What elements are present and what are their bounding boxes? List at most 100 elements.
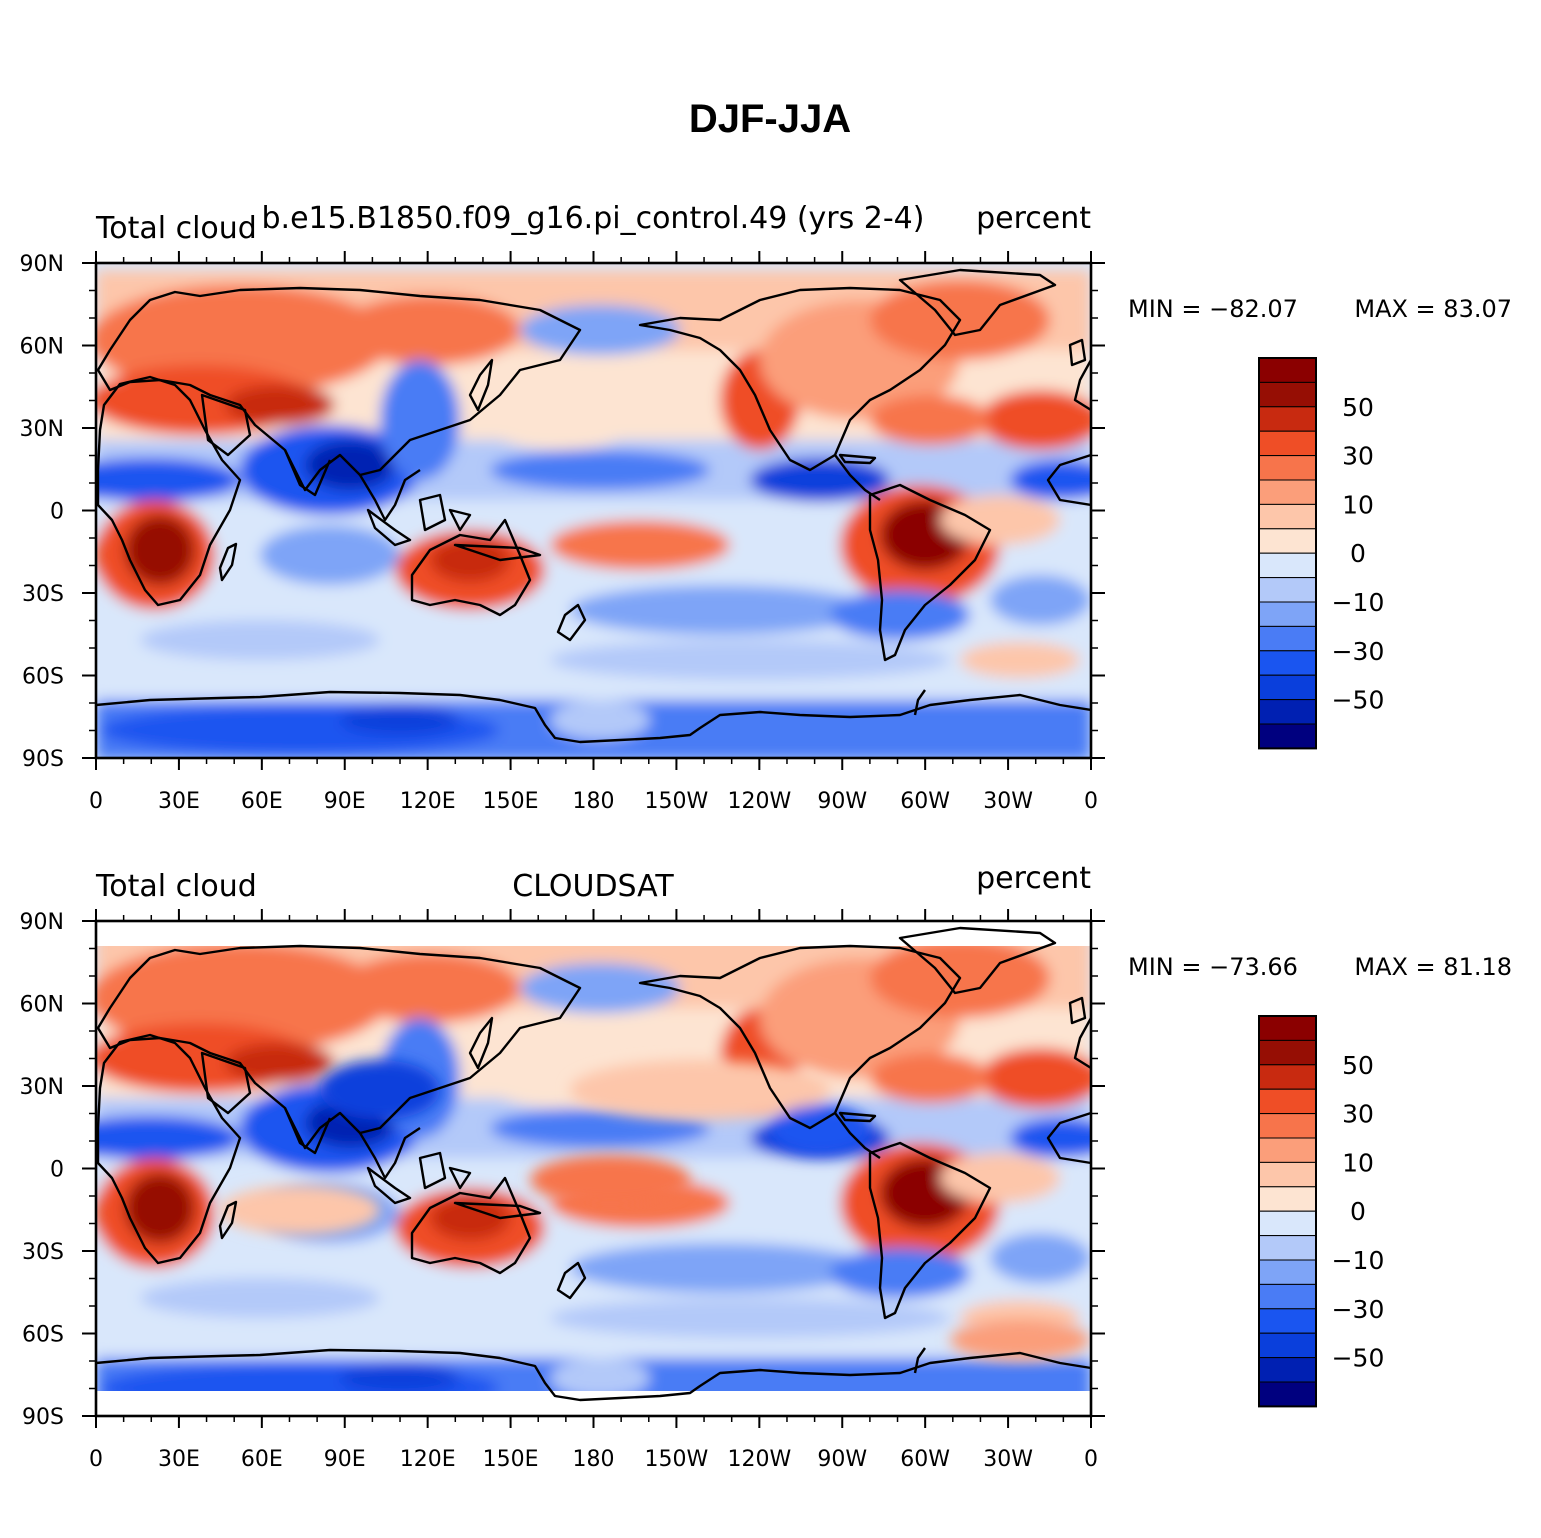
lat-tick-label: 0 [50,500,64,525]
panel-2-right-label: percent [976,861,1091,896]
colorbar-label: −10 [1332,588,1385,617]
colorbar-swatch [1258,528,1317,554]
lat-tick-label: 30S [22,1240,64,1265]
colorbar-swatch [1258,1039,1317,1066]
colorbar-swatch [1258,1210,1317,1237]
colorbar-label: 0 [1350,539,1366,568]
lon-tick-label: 60W [900,1447,950,1472]
colorbar-label: −10 [1332,1246,1385,1275]
figure-title: DJF-JJA [689,97,851,141]
colorbar-swatch [1258,625,1317,652]
colorbar-label: −50 [1332,686,1385,715]
colorbar-swatch [1258,1161,1317,1188]
lon-tick-label: 0 [1084,1447,1098,1472]
lat-tick-label: 90S [22,747,64,772]
colorbar-frame [1258,1015,1317,1408]
colorbar-swatch [1258,601,1317,627]
colorbar-swatch [1258,357,1317,383]
lon-tick-label: 120W [727,1447,791,1472]
colorbar-swatch [1258,479,1317,505]
panel-2-left-label: Total cloud [95,869,257,904]
colorbar-swatch [1258,1064,1317,1090]
colorbar-swatch [1258,723,1317,749]
panel-model: Total cloud b.e15.B1850.f09_g16.pi_contr… [20,201,1512,814]
colorbar-swatch [1258,503,1317,530]
lon-tick-label: 120E [400,1447,456,1472]
panel-2-colorbar: 50 30 10 0 −10 −30 −50 [1258,1015,1385,1408]
lon-tick-label: 150W [645,789,709,814]
colorbar-swatch [1258,1088,1317,1115]
lon-tick-label: 30W [983,1447,1033,1472]
lon-tick-label: 60W [900,789,950,814]
lon-tick-label: 90E [324,1447,366,1472]
lon-tick-label: 120E [400,789,456,814]
lon-tick-label: 180 [573,789,615,814]
lat-tick-label: 30N [20,417,64,442]
panel-1-colorbar: 50 30 10 0 −10 −30 −50 [1258,357,1385,750]
lon-tick-label: 150E [483,1447,539,1472]
panel-1-min-text: MIN = −82.07 [1128,295,1298,323]
colorbar-swatch [1258,1235,1317,1261]
lon-tick-label: 90W [817,789,867,814]
colorbar-label: 10 [1342,1148,1374,1177]
colorbar-swatch [1258,406,1317,432]
lat-tick-label: 30S [22,582,64,607]
panel-2-max-text: MAX = 81.18 [1354,953,1512,981]
colorbar-label: 30 [1342,1100,1374,1129]
panel-2-field [96,946,1091,1391]
lon-tick-label: 30E [158,1447,200,1472]
colorbar-swatch [1258,1186,1317,1212]
lon-tick-label: 90W [817,1447,867,1472]
lon-tick-label: 30W [983,789,1033,814]
colorbar-swatch [1258,1357,1317,1383]
panel-1-left-label: Total cloud [95,211,257,246]
colorbar-label: 10 [1342,490,1374,519]
lon-tick-label: 150W [645,1447,709,1472]
lon-tick-label: 0 [89,1447,103,1472]
lon-tick-label: 0 [1084,789,1098,814]
lon-tick-label: 60E [241,1447,283,1472]
colorbar-swatch [1258,1015,1317,1041]
colorbar-label: −50 [1332,1344,1385,1373]
colorbar-swatch [1258,1113,1317,1139]
panel-2-ticks: 0 30E 60E 90E 120E 150E 180 150W 120W 90W 60W 30W 09… [20,909,1105,1472]
colorbar-label: −30 [1332,1295,1385,1324]
colorbar-label: −30 [1332,637,1385,666]
colorbar-swatch [1258,1332,1317,1359]
colorbar-swatch [1258,1308,1317,1334]
lat-tick-label: 60S [22,665,64,690]
panel-1-right-label: percent [976,201,1091,236]
colorbar-label: 50 [1342,393,1374,422]
lat-tick-label: 0 [50,1158,64,1183]
lon-tick-label: 90E [324,789,366,814]
colorbar-swatch [1258,1381,1317,1407]
panel-1-center-label: b.e15.B1850.f09_g16.pi_control.49 (yrs 2… [262,201,925,236]
colorbar-swatch [1258,1137,1317,1163]
colorbar-label: 30 [1342,442,1374,471]
colorbar-swatch [1258,430,1317,457]
colorbar-swatch [1258,650,1317,676]
panel-1-max-text: MAX = 83.07 [1354,295,1512,323]
lat-tick-label: 60N [20,335,64,360]
colorbar-swatch [1258,455,1317,481]
lat-tick-label: 30N [20,1075,64,1100]
colorbar-swatch [1258,552,1317,579]
panel-1-field [96,263,1091,758]
panel-obs: Total cloud CLOUDSAT percent 0 30E 60E 90E 1… [20,861,1512,1472]
colorbar-swatch [1258,699,1317,725]
lat-tick-label: 90S [22,1405,64,1430]
panel-2-min-text: MIN = −73.66 [1128,953,1298,981]
colorbar-label: 50 [1342,1051,1374,1080]
panel-1-ticks: 0 30E 60E 90E 120E 150E 180 150W 120W 90W 60W 30W 09… [20,251,1105,814]
lon-tick-label: 180 [573,1447,615,1472]
colorbar-frame [1258,357,1317,750]
colorbar-swatch [1258,381,1317,408]
colorbar-swatch [1258,1283,1317,1310]
colorbar-label: 0 [1350,1197,1366,1226]
lon-tick-label: 120W [727,789,791,814]
colorbar-swatch [1258,577,1317,603]
lat-tick-label: 60S [22,1323,64,1348]
lat-tick-label: 90N [20,910,64,935]
lon-tick-label: 30E [158,789,200,814]
panel-2-center-label: CLOUDSAT [512,869,674,904]
